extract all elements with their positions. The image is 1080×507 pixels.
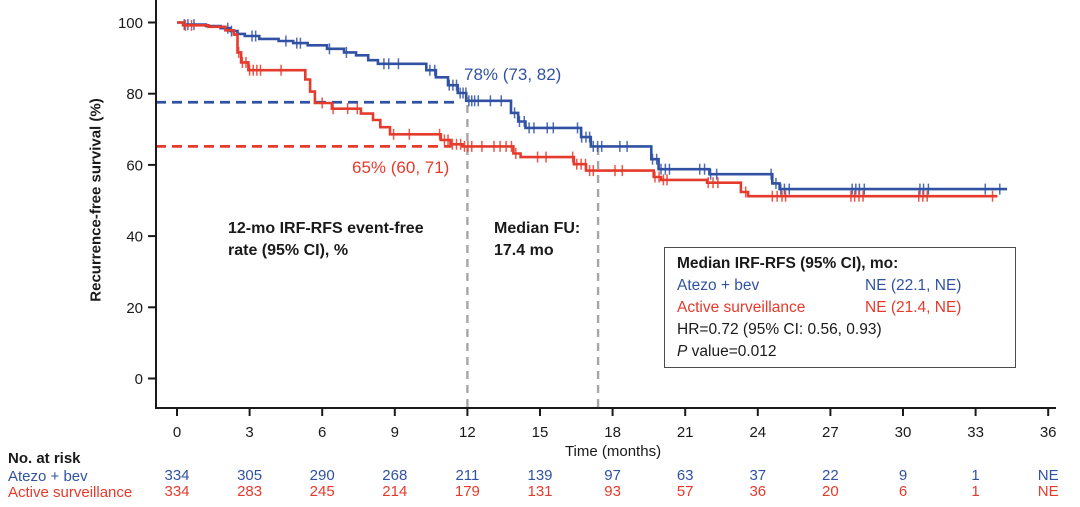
x-axis-label: Time (months) [564,443,662,460]
svg-text:214: 214 [382,483,407,500]
svg-text:36: 36 [749,483,766,500]
svg-text:268: 268 [382,467,407,484]
svg-text:245: 245 [310,483,335,500]
svg-text:15: 15 [532,424,549,441]
annotation-event-free-rate: 12-mo IRF-RFS event-free rate (95% CI), … [228,218,424,262]
svg-text:211: 211 [455,467,479,484]
svg-text:6: 6 [318,424,326,441]
svg-text:334: 334 [164,483,189,500]
svg-text:1: 1 [971,467,979,484]
legend-value-surveillance: NE (21.4, NE) [865,299,962,316]
survival-curve-active-surveillance [177,21,998,198]
legend-hr-line: HR=0.72 (95% CI: 0.56, 0.93) [677,321,882,338]
svg-text:179: 179 [455,483,480,500]
legend-title: Median IRF-RFS (95% CI), mo: [677,255,899,272]
legend-row-surveillance: Active surveillance NE (21.4, NE) [677,297,1003,319]
risk-row-label-atezo: Atezo + bev [8,468,88,485]
risk-table-title: No. at risk [8,450,81,467]
legend-label-atezo: Atezo + bev [677,277,760,294]
p-value-symbol: P [677,343,688,360]
svg-text:100: 100 [118,15,143,32]
svg-text:131: 131 [527,483,552,500]
svg-text:36: 36 [1040,424,1057,441]
y-axis-label: Recurrence-free survival (%) [87,98,105,302]
svg-text:6: 6 [899,483,907,500]
svg-text:283: 283 [237,483,262,500]
svg-text:20: 20 [822,483,839,500]
legend-row-atezo: Atezo + bev NE (22.1, NE) [677,275,1003,297]
svg-text:60: 60 [126,157,143,174]
svg-text:20: 20 [126,300,143,317]
survival-curve-atezo-bev [177,21,1008,191]
annotation-median-fu-line1: Median FU: [494,220,581,237]
annotation-event-free-line2: rate (95% CI), % [228,242,349,259]
svg-text:30: 30 [895,424,912,441]
svg-text:12: 12 [459,424,476,441]
svg-text:22: 22 [822,467,839,484]
svg-text:334: 334 [164,467,189,484]
svg-text:97: 97 [604,467,621,484]
p-value-rest: value=0.012 [687,343,777,360]
svg-text:9: 9 [899,467,907,484]
svg-text:40: 40 [126,229,143,246]
dashed-horizontal-reference-lines [156,100,457,148]
svg-text:1: 1 [971,483,979,500]
annotation-event-free-line1: 12-mo IRF-RFS event-free [228,220,424,237]
risk-row-values-atezo-bev: 334 305 290 268 211 139 97 63 37 22 9 1 NE [164,467,1058,484]
svg-text:24: 24 [749,424,766,441]
svg-text:93: 93 [604,483,621,500]
svg-text:305: 305 [237,467,262,484]
svg-text:33: 33 [967,424,984,441]
svg-text:21: 21 [677,424,694,441]
annotation-median-followup: Median FU: 17.4 mo [494,218,580,262]
annotation-atezo-12mo-rate: 78% (73, 82) [464,65,562,84]
svg-text:NE: NE [1038,483,1059,500]
annotation-surveillance-12mo-rate: 65% (60, 71) [352,158,450,177]
median-rfs-legend-box: Median IRF-RFS (95% CI), mo: Atezo + bev… [664,247,1016,368]
legend-value-atezo: NE (22.1, NE) [865,277,962,294]
svg-text:18: 18 [604,424,621,441]
svg-text:63: 63 [677,467,694,484]
svg-text:9: 9 [391,424,399,441]
svg-text:0: 0 [173,424,181,441]
censor-marks-active-surveillance [184,19,994,202]
svg-text:27: 27 [822,424,839,441]
svg-text:37: 37 [749,467,766,484]
svg-text:290: 290 [310,467,335,484]
svg-text:3: 3 [245,424,253,441]
svg-text:80: 80 [126,86,143,103]
risk-row-label-surveillance: Active surveillance [8,484,133,501]
svg-text:57: 57 [677,483,694,500]
legend-label-surveillance: Active surveillance [677,299,806,316]
risk-row-values-active-surveillance: 334 283 245 214 179 131 93 57 36 20 6 1 NE [164,483,1058,500]
svg-text:NE: NE [1038,467,1059,484]
svg-text:139: 139 [527,467,552,484]
legend-p-value-line: P value=0.012 [677,341,1003,363]
svg-text:0: 0 [135,371,143,388]
annotation-median-fu-line2: 17.4 mo [494,242,554,259]
